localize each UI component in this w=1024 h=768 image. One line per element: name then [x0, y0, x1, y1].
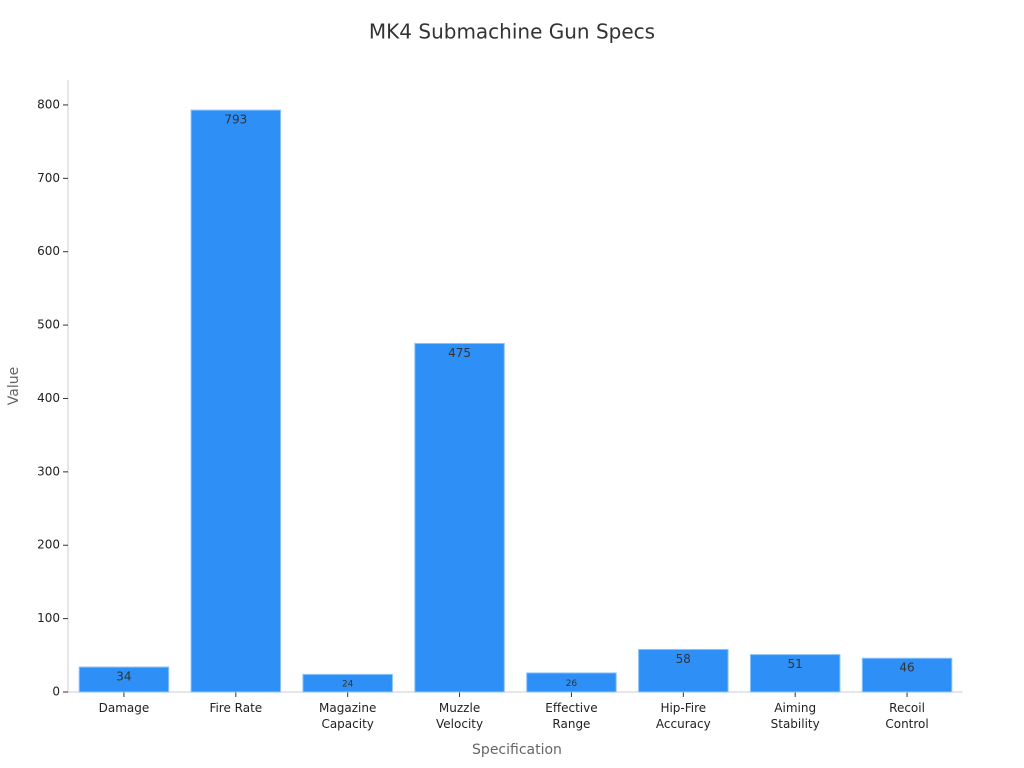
y-tick-label: 700 — [37, 171, 60, 185]
bar — [526, 672, 617, 693]
bar — [78, 666, 170, 693]
y-tick-label: 200 — [37, 538, 60, 552]
y-tick-label: 800 — [37, 97, 60, 111]
y-axis-label: Value — [6, 367, 22, 405]
chart-title: MK4 Submachine Gun Specs — [369, 20, 655, 44]
x-tick-label: Effective Range — [545, 701, 598, 731]
value-label: 58 — [676, 652, 691, 666]
x-tick-label: Magazine Capacity — [319, 701, 377, 731]
y-tick-label: 500 — [37, 318, 60, 332]
x-tick-label: Muzzle Velocity — [436, 701, 484, 731]
value-label: 475 — [448, 346, 471, 360]
bar — [302, 673, 393, 693]
x-tick-label: Hip-Fire Accuracy — [655, 701, 711, 731]
bar — [861, 657, 953, 693]
value-label: 34 — [116, 670, 131, 684]
value-label: 51 — [788, 657, 803, 671]
bar — [190, 109, 282, 693]
y-tick-label: 600 — [37, 244, 60, 258]
x-tick-label: Fire Rate — [209, 701, 263, 715]
x-tick-label: Damage — [98, 701, 150, 715]
value-label: 24 — [342, 680, 354, 690]
x-axis-label: Specification — [472, 742, 562, 758]
y-tick-label: 0 — [52, 685, 60, 699]
value-label: 26 — [566, 679, 578, 689]
y-tick-label: 100 — [37, 611, 60, 625]
value-label: 46 — [899, 661, 914, 675]
y-tick-label: 300 — [37, 464, 60, 478]
x-tick-label: Recoil Control — [885, 701, 929, 731]
bar — [638, 648, 729, 693]
bar — [749, 654, 841, 693]
bar — [414, 342, 505, 693]
value-label: 793 — [224, 113, 247, 127]
y-tick-label: 400 — [37, 391, 60, 405]
x-tick-label: Aiming Stability — [770, 701, 820, 731]
